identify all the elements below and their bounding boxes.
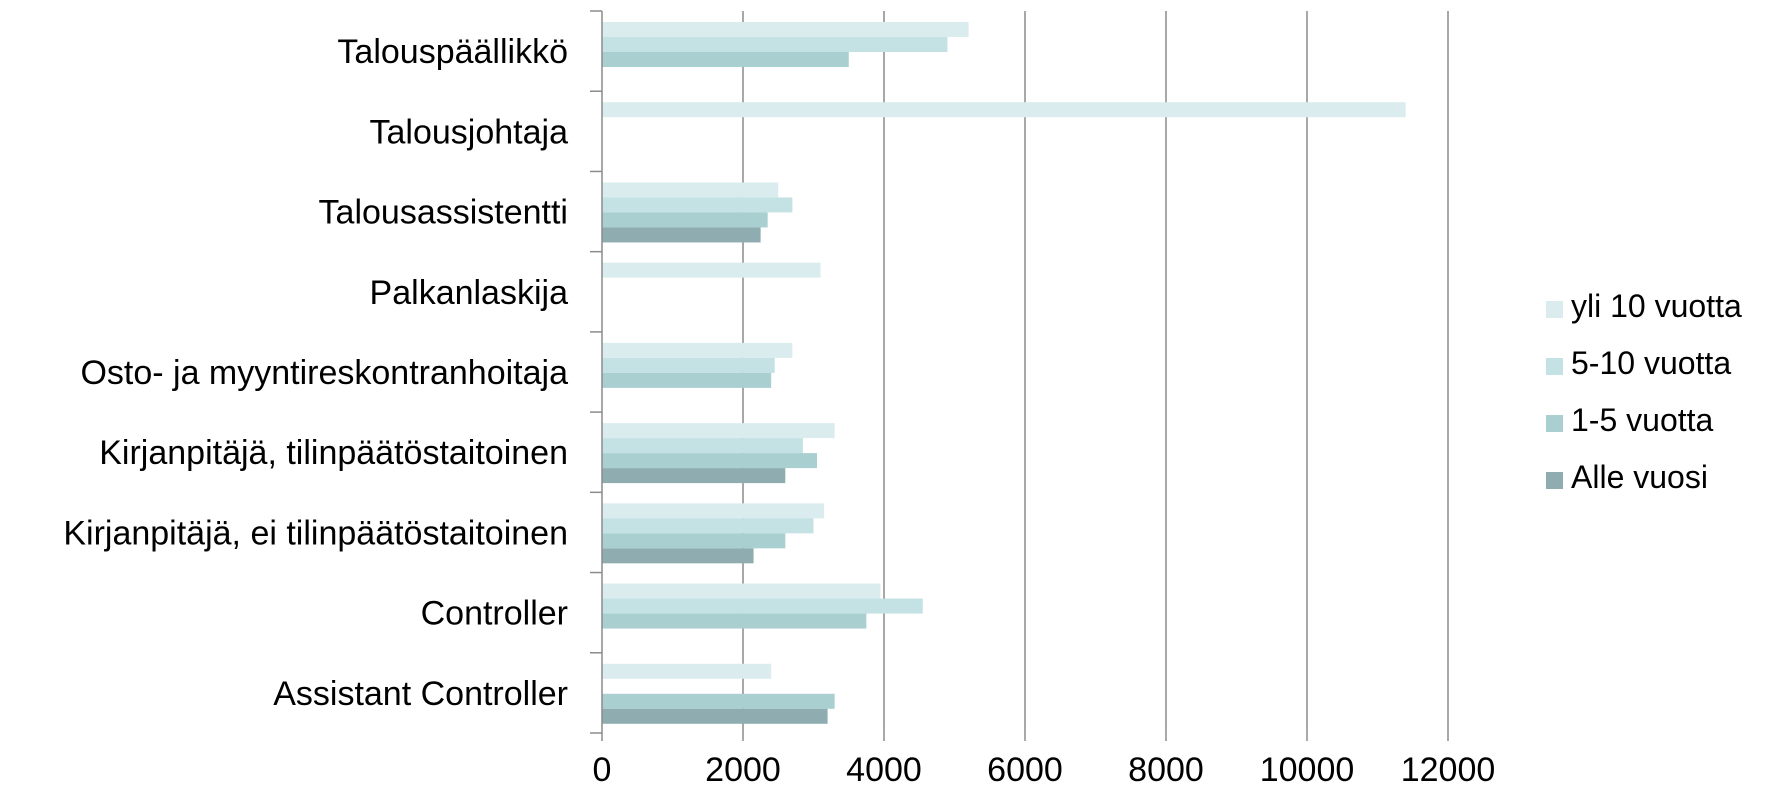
bars: [602, 22, 1406, 724]
legend-label: Alle vuosi: [1571, 459, 1708, 495]
category-labels: Talouspäällikkö Talousjohtaja Talousassist…: [63, 33, 568, 713]
axes: [590, 10, 1449, 741]
bar: [602, 262, 821, 278]
legend-label: yli 10 vuotta: [1571, 288, 1742, 324]
x-tick-label: 2000: [705, 751, 781, 789]
bar: [602, 613, 867, 629]
category-label: Talousassistentti: [319, 194, 568, 232]
x-tick-label: 0: [593, 751, 612, 789]
bar: [602, 423, 835, 439]
legend-swatch: [1546, 472, 1563, 489]
bar: [602, 372, 772, 388]
bar: [602, 518, 814, 534]
bar: [602, 503, 825, 519]
bar: [602, 708, 828, 724]
legend: yli 10 vuotta 5-10 vuotta 1-5 vuotta Alle v…: [1546, 288, 1742, 495]
category-label: Osto- ja myyntireskontranhoitaja: [80, 354, 568, 392]
bar: [602, 533, 786, 549]
legend-swatch: [1546, 301, 1563, 318]
bar: [602, 663, 772, 679]
category-label: Kirjanpitäjä, tilinpäätöstaitoinen: [99, 434, 568, 472]
bar: [602, 182, 779, 198]
legend-swatch: [1546, 358, 1563, 375]
legend-label: 1-5 vuotta: [1571, 402, 1714, 438]
x-tick-label: 6000: [987, 751, 1063, 789]
category-label: Controller: [421, 595, 568, 633]
bar: [602, 583, 881, 599]
legend-label: 5-10 vuotta: [1571, 345, 1731, 381]
x-tick-label: 4000: [846, 751, 922, 789]
legend-swatch: [1546, 415, 1563, 432]
category-label: Talouspäällikkö: [337, 33, 568, 71]
bar: [602, 102, 1406, 118]
bar: [602, 227, 761, 243]
bar: [602, 453, 818, 469]
bar: [602, 357, 775, 373]
bar: [602, 598, 923, 614]
category-label: Palkanlaskija: [370, 274, 569, 312]
bar: [602, 438, 803, 454]
category-label: Kirjanpitäjä, ei tilinpäätöstaitoinen: [63, 514, 568, 552]
x-tick-label: 12000: [1401, 751, 1496, 789]
bar: [602, 212, 768, 228]
bar: [602, 52, 849, 67]
bar: [602, 548, 754, 564]
bar: [602, 342, 793, 358]
bar: [602, 22, 969, 37]
x-tick-labels: 0 2000 4000 6000 8000 10000 12000: [593, 751, 1496, 789]
bar: [602, 197, 793, 213]
bar: [602, 37, 948, 52]
category-label: Assistant Controller: [273, 675, 568, 713]
x-tick-label: 8000: [1128, 751, 1204, 789]
category-label: Talousjohtaja: [370, 113, 569, 151]
bar: [602, 693, 835, 709]
bar: [602, 468, 786, 484]
x-tick-label: 10000: [1260, 751, 1355, 789]
